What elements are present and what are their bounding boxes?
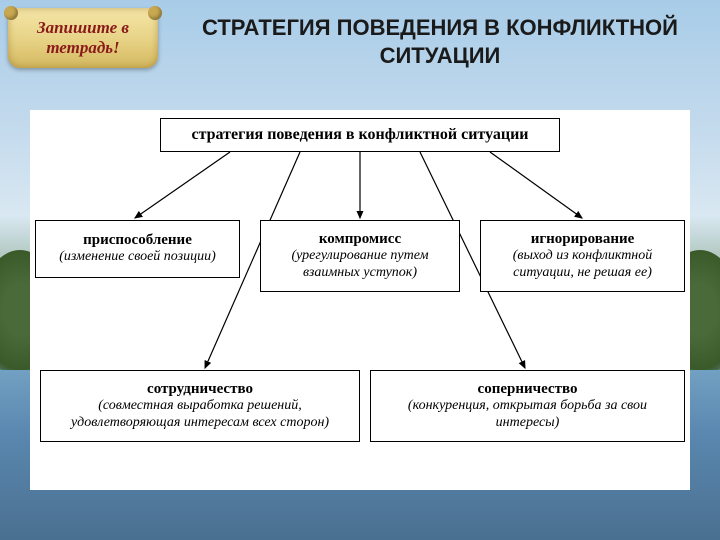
row1-box-1-title: приспособление xyxy=(83,232,192,249)
row1-box-1-desc: (изменение своей позиции) xyxy=(59,249,216,265)
row2-box-2-desc: (конкуренция, открытая борьба за свои ин… xyxy=(375,398,680,430)
row2-box-1-title: сотрудничество xyxy=(147,381,253,398)
row1-box-1: приспособление (изменение своей позиции) xyxy=(35,220,240,278)
scroll-banner: Запишите в тетрадь! xyxy=(8,8,158,68)
root-box: стратегия поведения в конфликтной ситуац… xyxy=(160,118,560,152)
row1-box-3: игнорирование (выход из конфликтной ситу… xyxy=(480,220,685,292)
row1-box-3-title: игнорирование xyxy=(531,231,635,248)
page-title: СТРАТЕГИЯ ПОВЕДЕНИЯ В КОНФЛИКТНОЙ СИТУАЦ… xyxy=(180,14,700,69)
row2-box-1: сотрудничество (совместная выработка реш… xyxy=(40,370,360,442)
row1-box-2-desc: (урегулирование путем взаимных уступок) xyxy=(265,248,455,280)
diagram-container: стратегия поведения в конфликтной ситуац… xyxy=(30,110,690,490)
row2-box-1-desc: (совместная выработка решений, удовлетво… xyxy=(45,398,355,430)
row1-box-3-desc: (выход из конфликтной ситуации, не решая… xyxy=(485,248,680,280)
row1-box-2: компромисс (урегулирование путем взаимны… xyxy=(260,220,460,292)
row2-box-2-title: соперничество xyxy=(478,381,578,398)
row2-box-2: соперничество (конкуренция, открытая бор… xyxy=(370,370,685,442)
row1-box-2-title: компромисс xyxy=(319,231,401,248)
banner-text: Запишите в тетрадь! xyxy=(8,18,158,59)
root-title: стратегия поведения в конфликтной ситуац… xyxy=(191,126,528,144)
